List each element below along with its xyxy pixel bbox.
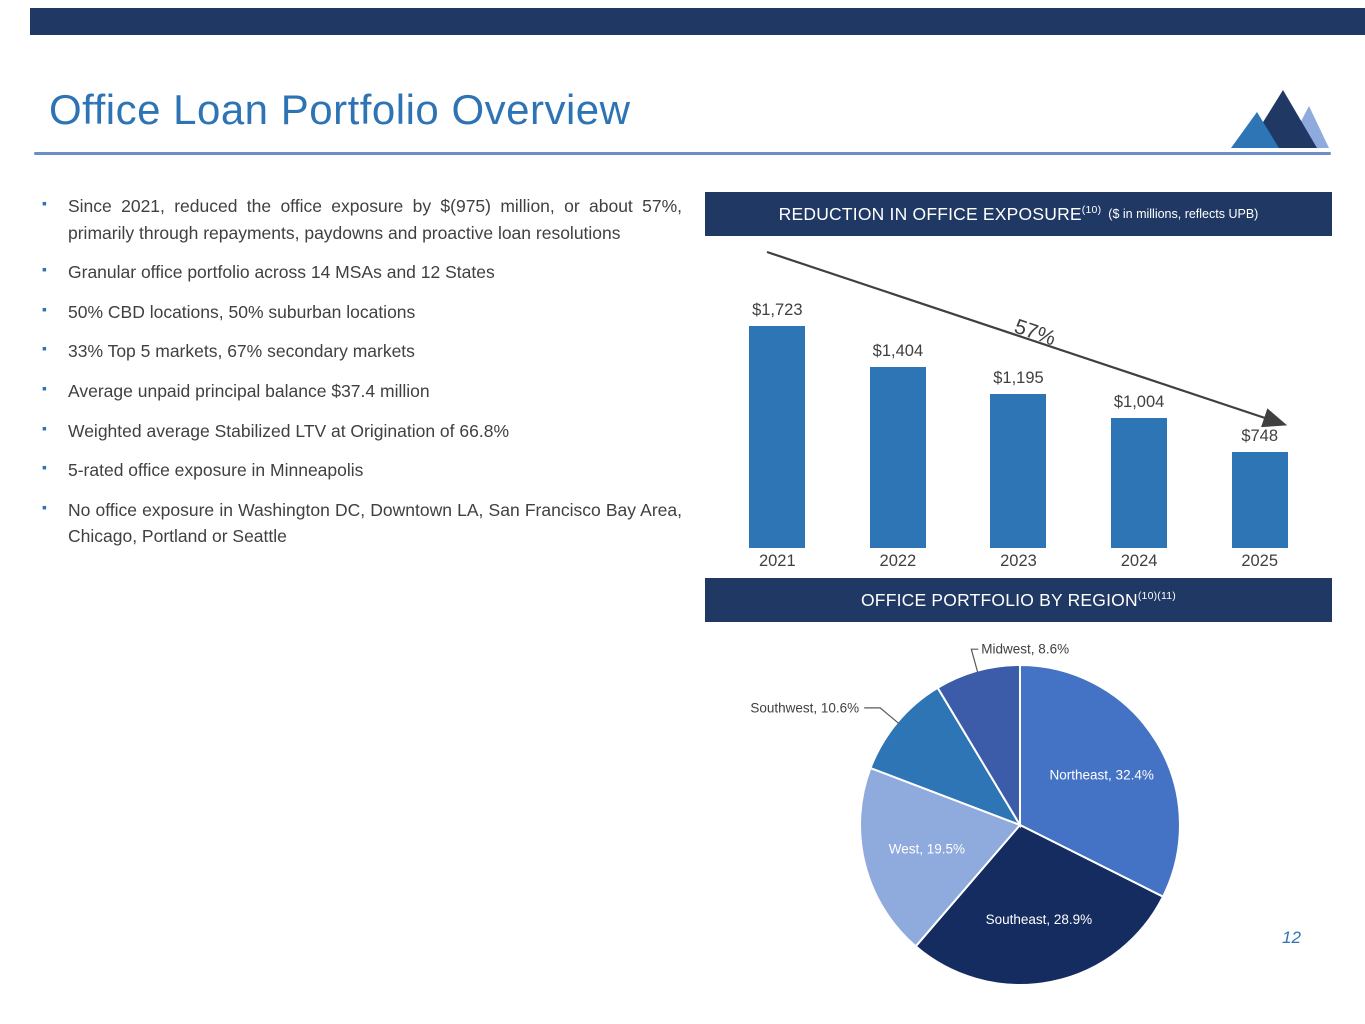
- pie-slice-west: [859, 766, 1022, 948]
- bar: [749, 326, 806, 548]
- bar-categories: 2021 2022 2023 2024 2025: [717, 552, 1320, 578]
- bar-chart-title-footnote: (10): [1081, 203, 1102, 216]
- pie-leader-line: [970, 648, 979, 673]
- pie-chart-title: OFFICE PORTFOLIO BY REGION(10)(11): [861, 589, 1176, 610]
- title-divider: [34, 152, 1331, 155]
- pie-chart-title-bar: OFFICE PORTFOLIO BY REGION(10)(11): [705, 578, 1332, 622]
- pie-chart-title-footnote: (10)(11): [1137, 589, 1176, 602]
- bar-value-label: $1,195: [993, 369, 1044, 387]
- bar-group: $1,404: [838, 248, 959, 548]
- bar-category-label: 2021: [758, 552, 796, 570]
- bar: [869, 367, 926, 548]
- bullet-item: 33% Top 5 markets, 67% secondary markets: [40, 338, 682, 365]
- bullet-list: Since 2021, reduced the office exposure …: [40, 193, 682, 563]
- top-accent-bar: [30, 8, 1365, 35]
- bar-chart-title: REDUCTION IN OFFICE EXPOSURE(10): [778, 203, 1102, 224]
- bar-group: $1,723: [717, 248, 838, 548]
- bar-chart: $1,723 $1,404 $1,195 $1,004 $748 2021 2022 202…: [705, 236, 1332, 578]
- bullet-item: Granular office portfolio across 14 MSAs…: [40, 259, 682, 286]
- bar-value-label: $1,404: [872, 342, 924, 360]
- page-number: 12: [1282, 928, 1301, 947]
- charts-panel: REDUCTION IN OFFICE EXPOSURE(10) ($ in m…: [705, 192, 1332, 1024]
- bar-category-label: 2025: [1241, 552, 1279, 570]
- pie-chart: Northeast, 32.4% Southeast, 28.9% West, 19…: [705, 627, 1332, 1024]
- bar-value-label: $1,004: [1113, 393, 1165, 411]
- bar-category-label: 2024: [1120, 552, 1158, 570]
- bar-category-label: 2023: [1000, 552, 1037, 570]
- pie-label-west: West, 19.5%: [889, 842, 965, 857]
- bar-groups: $1,723 $1,404 $1,195 $1,004 $748: [717, 248, 1320, 548]
- bar-chart-subtitle: ($ in millions, reflects UPB): [1108, 207, 1259, 221]
- pie-label-northeast: Northeast, 32.4%: [1050, 768, 1154, 783]
- pie-svg: Northeast, 32.4% Southeast, 28.9% West, 19…: [750, 642, 1181, 986]
- bar-group: $748: [1199, 248, 1320, 548]
- bar-value-label: $748: [1241, 427, 1279, 445]
- pie-label-southwest: Southwest, 10.6%: [750, 700, 859, 715]
- bar-value-label: $1,723: [752, 301, 803, 319]
- page-title: Office Loan Portfolio Overview: [49, 86, 631, 133]
- bullet-item: 50% CBD locations, 50% suburban location…: [40, 299, 682, 326]
- pie-label-midwest: Midwest, 8.6%: [981, 642, 1069, 657]
- mountain-logo-icon: [1231, 90, 1329, 148]
- bullet-item: Weighted average Stabilized LTV at Origi…: [40, 418, 682, 445]
- bar: [990, 394, 1047, 548]
- pie-label-southeast: Southeast, 28.9%: [986, 912, 1093, 927]
- bar-group: $1,195: [958, 248, 1079, 548]
- bar-chart-title-bar: REDUCTION IN OFFICE EXPOSURE(10) ($ in m…: [705, 192, 1332, 236]
- pie-slice-southeast: [914, 823, 1165, 986]
- bullet-item: Average unpaid principal balance $37.4 m…: [40, 378, 682, 405]
- bullet-item: 5-rated office exposure in Minneapolis: [40, 457, 682, 484]
- pie-slice-northeast: [1019, 663, 1181, 899]
- pie-leader-line: [864, 707, 899, 724]
- bullet-item: Since 2021, reduced the office exposure …: [40, 193, 682, 246]
- bar: [1231, 452, 1288, 548]
- bar-group: $1,004: [1079, 248, 1200, 548]
- bar-category-label: 2022: [879, 552, 917, 570]
- bar: [1111, 418, 1168, 548]
- bullet-item: No office exposure in Washington DC, Dow…: [40, 497, 682, 550]
